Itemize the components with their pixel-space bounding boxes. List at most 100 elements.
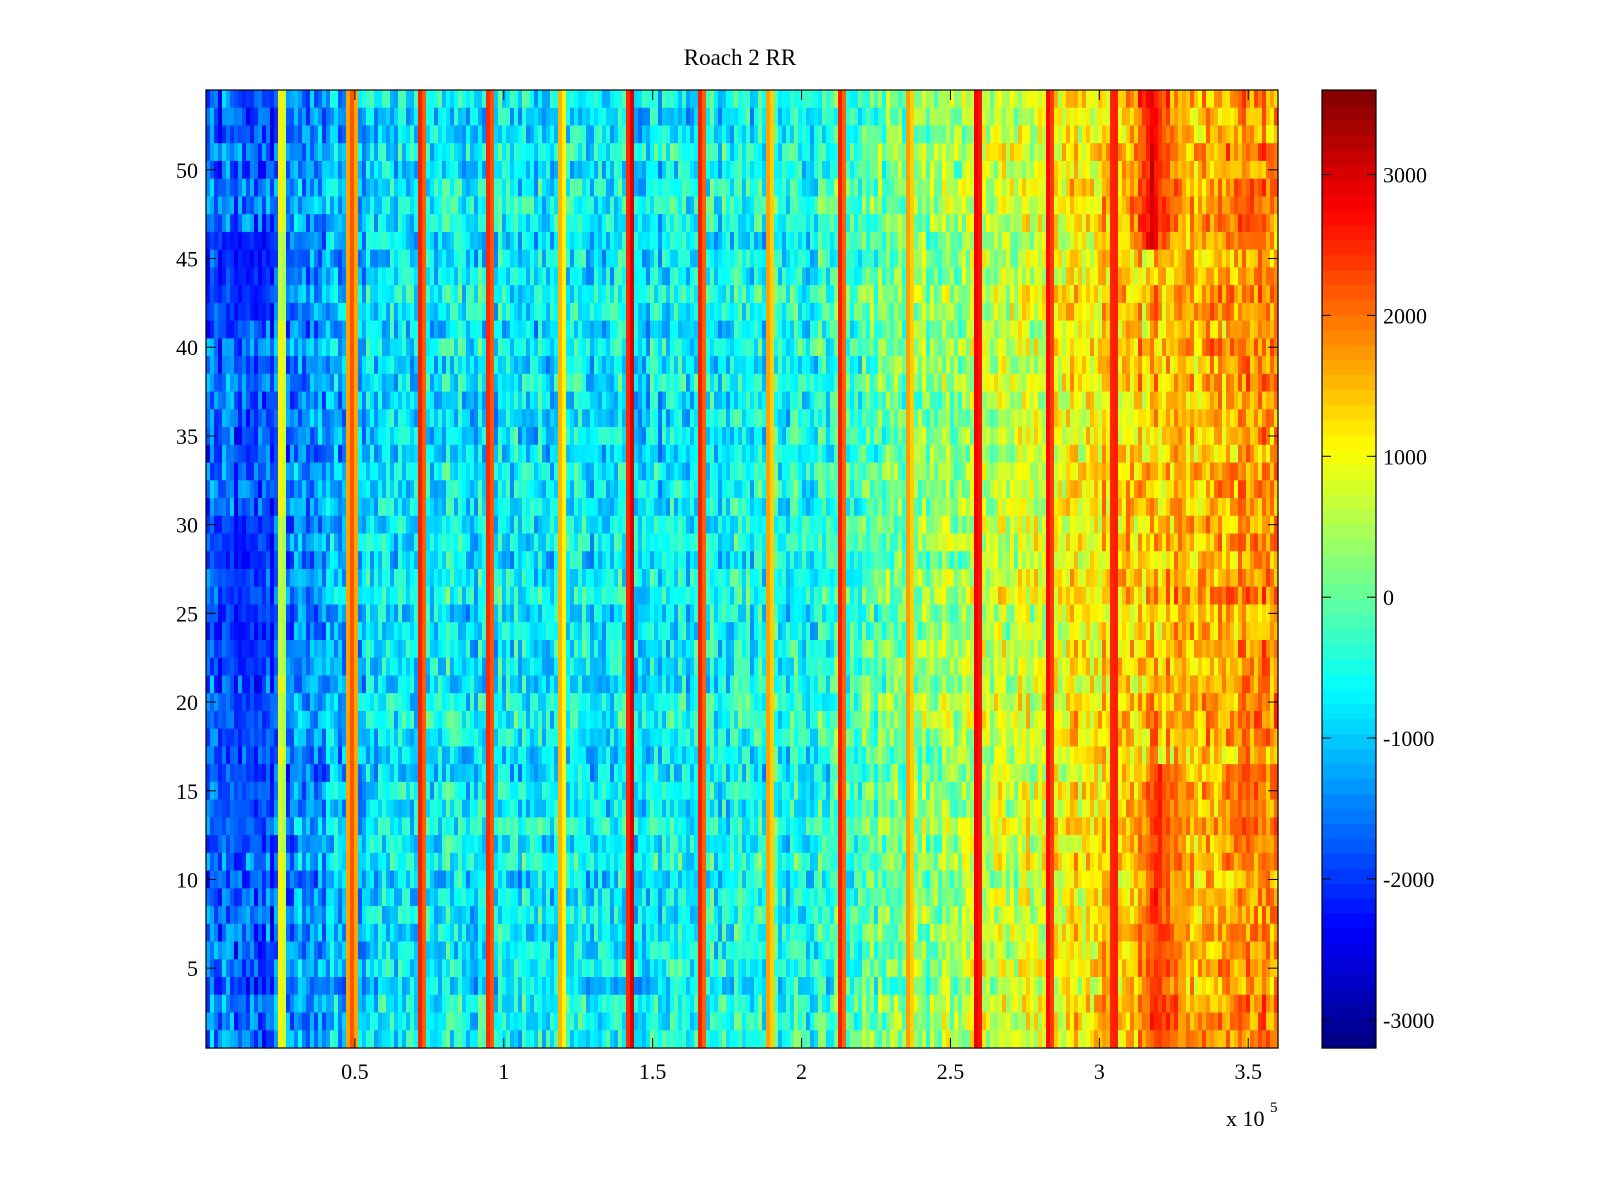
heatmap-cell [414, 143, 419, 162]
heatmap-cell [314, 90, 319, 109]
heatmap-cell [522, 409, 527, 428]
heatmap-cell [466, 391, 471, 410]
heatmap-cell [238, 356, 243, 375]
heatmap-cell [378, 160, 383, 180]
heatmap-cell [670, 356, 675, 375]
heatmap-cell [1162, 178, 1167, 198]
heatmap-cell [918, 338, 923, 357]
heatmap-cell [462, 143, 467, 162]
heatmap-cell [570, 125, 575, 144]
heatmap-cell [354, 320, 359, 339]
heatmap-cell [790, 107, 795, 127]
heatmap-cell [414, 285, 419, 304]
heatmap-cell [698, 373, 703, 393]
heatmap-cell [1122, 356, 1127, 375]
heatmap-cell [910, 267, 915, 286]
heatmap-cell [410, 391, 415, 410]
heatmap-cell [294, 373, 299, 393]
heatmap-cell [526, 196, 531, 215]
heatmap-cell [214, 338, 219, 357]
heatmap-cell [646, 320, 651, 339]
heatmap-cell [782, 356, 787, 375]
heatmap-cell [278, 249, 283, 269]
heatmap-cell [302, 302, 307, 322]
heatmap-cell [1038, 320, 1043, 339]
heatmap-cell [710, 320, 715, 339]
heatmap-cell [542, 196, 547, 215]
heatmap-cell [866, 196, 871, 215]
heatmap-cell [1258, 214, 1263, 233]
heatmap-cell [778, 267, 783, 286]
heatmap-cell [590, 267, 595, 286]
heatmap-cell [382, 125, 387, 144]
heatmap-cell [1074, 249, 1079, 269]
heatmap-cell [762, 338, 767, 357]
heatmap-cell [230, 90, 235, 109]
heatmap-cell [926, 196, 931, 215]
heatmap-cell [602, 320, 607, 339]
heatmap-cell [830, 214, 835, 233]
heatmap-cell [638, 214, 643, 233]
heatmap-cell [454, 356, 459, 375]
heatmap-cell [482, 285, 487, 304]
heatmap-cell [806, 249, 811, 269]
heatmap-cell [350, 391, 355, 410]
heatmap-cell [638, 90, 643, 109]
heatmap-cell [1246, 267, 1251, 286]
heatmap-cell [690, 90, 695, 109]
heatmap-cell [1098, 320, 1103, 339]
heatmap-cell [758, 160, 763, 180]
heatmap-cell [594, 373, 599, 393]
heatmap-cell [482, 356, 487, 375]
heatmap-cell [290, 90, 295, 109]
heatmap-cell [294, 143, 299, 162]
heatmap-cell [590, 90, 595, 109]
heatmap-cell [1158, 391, 1163, 410]
heatmap-cell [1198, 231, 1203, 251]
heatmap-cell [298, 107, 303, 127]
heatmap-cell [782, 338, 787, 357]
heatmap-cell [1054, 356, 1059, 375]
heatmap-cell [234, 231, 239, 251]
heatmap-cell [630, 267, 635, 286]
heatmap-cell [1078, 356, 1083, 375]
heatmap-cell [930, 356, 935, 375]
heatmap-cell [1146, 320, 1151, 339]
heatmap-cell [318, 178, 323, 198]
heatmap-cell [1210, 302, 1215, 322]
heatmap-cell [862, 267, 867, 286]
heatmap-cell [1010, 267, 1015, 286]
heatmap-cell [498, 143, 503, 162]
heatmap-cell [762, 267, 767, 286]
heatmap-cell [922, 338, 927, 357]
heatmap-cell [438, 409, 443, 428]
heatmap-cell [290, 338, 295, 357]
heatmap-cell [1234, 160, 1239, 180]
heatmap-cell [226, 391, 231, 410]
heatmap-cell [326, 231, 331, 251]
heatmap-cell [1146, 107, 1151, 127]
heatmap-cell [634, 409, 639, 428]
heatmap-cell [350, 285, 355, 304]
heatmap-cell [634, 267, 639, 286]
heatmap-cell [1242, 302, 1247, 322]
heatmap-cell [398, 214, 403, 233]
heatmap-cell [474, 249, 479, 269]
heatmap-cell [1106, 338, 1111, 357]
heatmap-cell [1158, 125, 1163, 144]
heatmap-cell [566, 196, 571, 215]
heatmap-cell [558, 320, 563, 339]
heatmap-cell [714, 249, 719, 269]
heatmap-cell [474, 125, 479, 144]
heatmap-cell [658, 320, 663, 339]
heatmap-cell [850, 178, 855, 198]
heatmap-cell [578, 125, 583, 144]
heatmap-cell [510, 338, 515, 357]
heatmap-cell [1082, 178, 1087, 198]
heatmap-cell [546, 267, 551, 286]
heatmap-cell [502, 391, 507, 410]
heatmap-cell [702, 373, 707, 393]
heatmap-cell [1146, 285, 1151, 304]
heatmap-cell [1258, 143, 1263, 162]
heatmap-cell [926, 373, 931, 393]
